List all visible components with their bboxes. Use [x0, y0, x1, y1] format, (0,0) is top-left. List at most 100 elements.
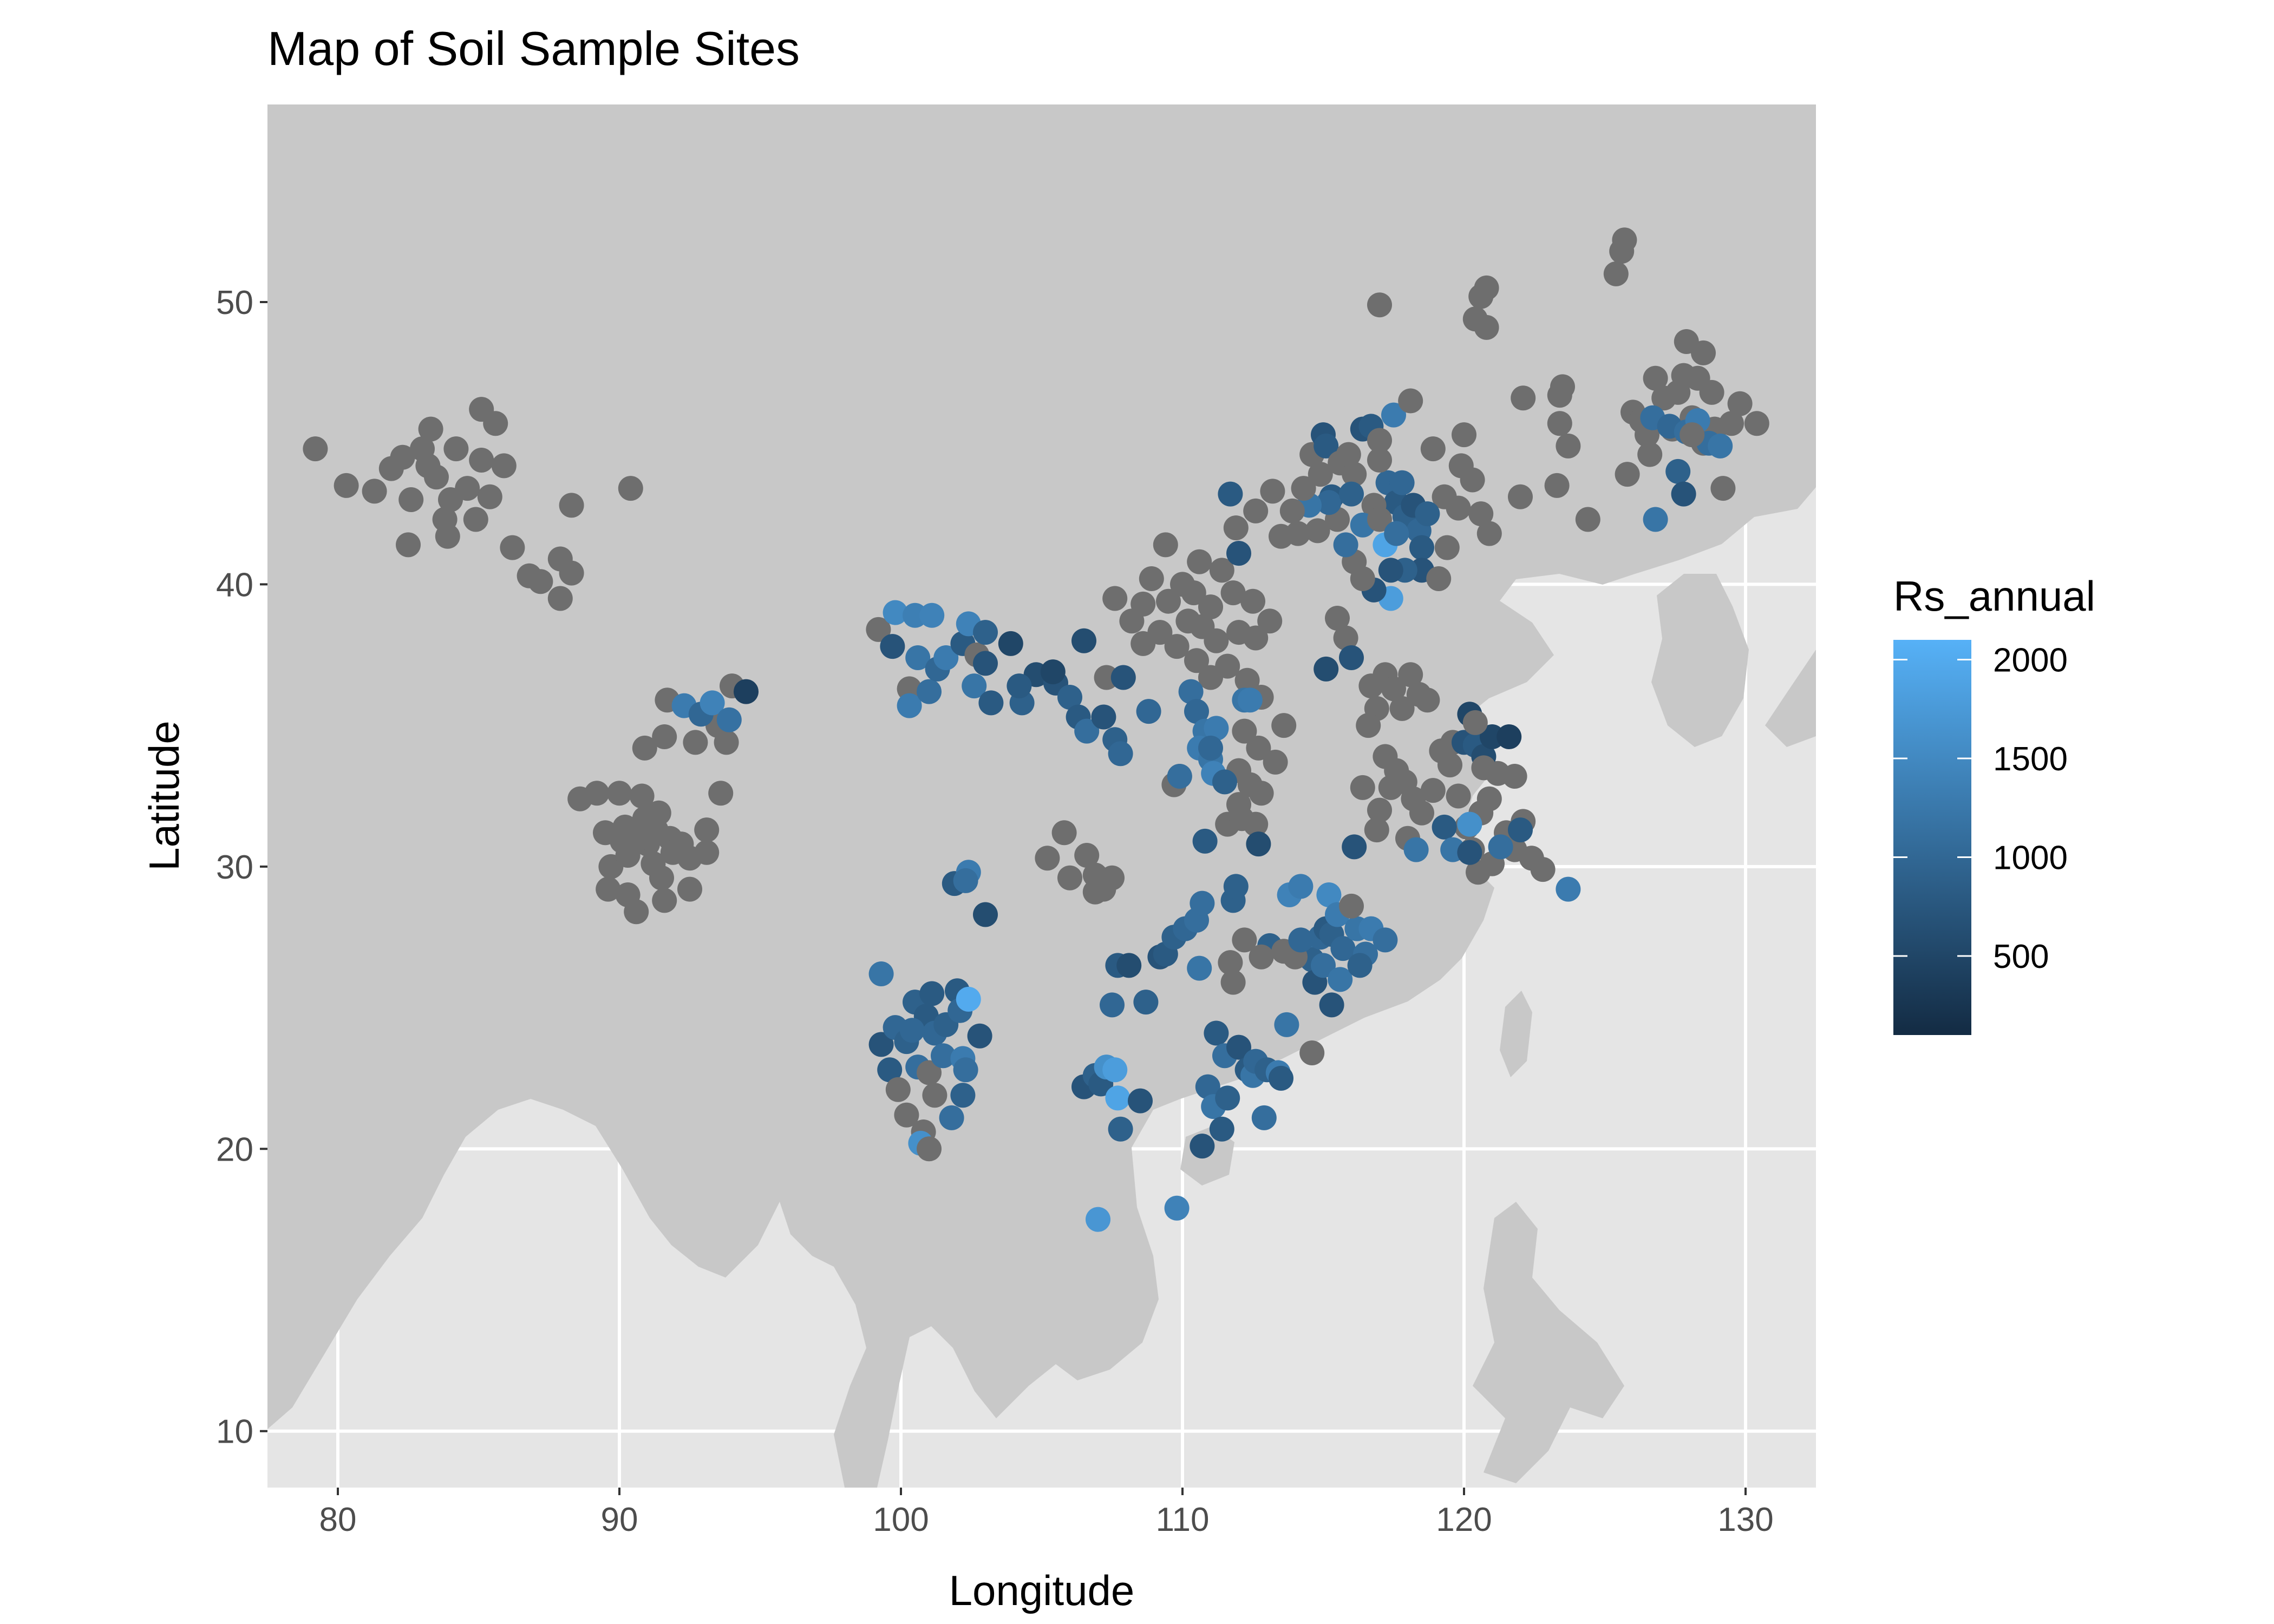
sample-point — [1156, 588, 1181, 614]
sample-point — [1530, 857, 1556, 882]
sample-point — [1446, 783, 1471, 809]
sample-point — [649, 865, 674, 890]
sample-point — [1339, 893, 1364, 919]
x-axis-title: Longitude — [949, 1567, 1135, 1614]
sample-point — [1131, 631, 1156, 656]
sample-point — [1260, 479, 1285, 504]
sample-point — [1108, 1116, 1133, 1142]
land-mass-taiwan — [1500, 991, 1532, 1077]
sample-point — [1508, 817, 1533, 843]
sample-point — [917, 1136, 942, 1162]
sample-point — [1460, 467, 1485, 493]
sample-point — [1198, 735, 1223, 761]
sample-point — [1243, 498, 1269, 523]
sample-point — [1550, 374, 1575, 400]
sample-point — [547, 586, 573, 611]
sample-point — [646, 800, 671, 826]
sample-point — [1389, 696, 1415, 721]
sample-point — [1426, 566, 1452, 591]
sample-point — [1057, 865, 1082, 890]
sample-point — [973, 902, 998, 927]
sample-point — [1457, 840, 1482, 865]
legend-title: Rs_annual — [1893, 572, 2095, 620]
sample-point — [1237, 687, 1263, 713]
sample-point — [1691, 340, 1716, 365]
sample-point — [1415, 501, 1440, 527]
sample-point — [1100, 992, 1125, 1018]
map-panel — [267, 104, 1816, 1488]
sample-point — [1209, 1116, 1234, 1142]
sample-point — [1643, 365, 1668, 391]
sample-point — [1086, 1207, 1110, 1232]
sample-point — [1508, 484, 1533, 509]
sample-point — [1367, 428, 1392, 453]
x-tick-label: 130 — [1717, 1501, 1773, 1538]
sample-point — [1356, 713, 1381, 738]
sample-point — [1257, 608, 1283, 634]
sample-point — [1074, 718, 1100, 744]
sample-point — [1367, 448, 1392, 473]
sample-point — [1612, 227, 1637, 253]
sample-point — [1187, 549, 1212, 574]
sample-point — [1102, 586, 1128, 611]
sample-point — [1057, 685, 1082, 710]
sample-point — [477, 484, 502, 509]
sample-point — [885, 1077, 911, 1102]
sample-point — [1476, 786, 1502, 811]
sample-point — [1181, 580, 1206, 606]
sample-point — [584, 781, 610, 806]
sample-point — [868, 1032, 894, 1057]
sample-point — [1243, 811, 1269, 837]
y-tick-label: 50 — [216, 284, 253, 322]
sample-point — [1328, 967, 1353, 992]
legend-ticks: 500 1000 1500 2000 — [1893, 642, 2068, 975]
sample-point — [866, 617, 891, 642]
sample-point — [950, 1083, 976, 1108]
sample-point — [1133, 990, 1159, 1015]
sample-point — [1575, 507, 1600, 532]
sample-point — [677, 876, 702, 902]
sample-point — [1378, 558, 1403, 583]
sample-point — [1420, 778, 1446, 803]
sample-point — [1198, 594, 1223, 620]
sample-point — [1476, 521, 1502, 546]
sample-point — [1246, 735, 1271, 761]
sample-point — [418, 416, 443, 442]
sample-point — [1274, 1012, 1299, 1037]
sample-point — [624, 899, 649, 925]
sample-point — [1164, 634, 1190, 659]
sample-point — [396, 532, 421, 558]
sample-point — [1204, 716, 1229, 741]
chart-title: Map of Soil Sample Sites — [267, 22, 800, 75]
sample-point — [1367, 797, 1392, 823]
sample-point — [362, 479, 387, 504]
sample-point — [883, 600, 908, 625]
sample-point — [415, 453, 441, 479]
sample-point — [1316, 490, 1342, 515]
sample-point — [500, 535, 525, 560]
sample-point — [1102, 1057, 1128, 1083]
sample-point — [1220, 970, 1246, 995]
sample-point — [1474, 315, 1499, 340]
sample-point — [610, 828, 635, 854]
sample-point — [1223, 874, 1249, 899]
legend-tick-label: 500 — [1993, 938, 2049, 975]
sample-point — [1339, 645, 1364, 670]
sample-point — [1452, 422, 1476, 448]
sample-point — [1232, 718, 1257, 744]
sample-point — [1381, 402, 1406, 428]
sample-point — [1350, 775, 1375, 800]
sample-point — [919, 603, 945, 628]
sample-point — [956, 986, 981, 1012]
sample-point — [559, 560, 584, 586]
sample-point — [1215, 1085, 1240, 1111]
sample-point — [905, 645, 931, 670]
sample-point — [469, 448, 494, 473]
sample-point — [973, 651, 998, 676]
sample-point — [1198, 665, 1223, 690]
sample-point — [1285, 521, 1311, 546]
sample-point — [1164, 1195, 1190, 1221]
sample-point — [1226, 1034, 1251, 1060]
sample-point — [438, 487, 463, 512]
sample-point — [1544, 473, 1570, 498]
